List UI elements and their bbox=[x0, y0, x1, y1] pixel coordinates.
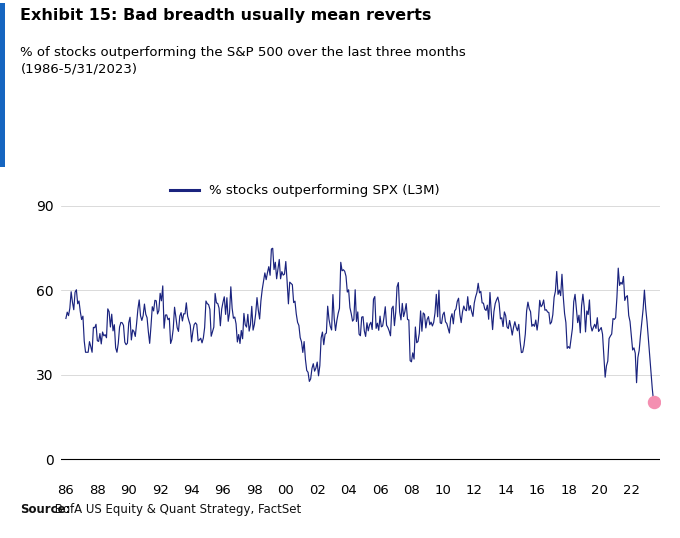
Text: Exhibit 15: Bad breadth usually mean reverts: Exhibit 15: Bad breadth usually mean rev… bbox=[20, 8, 432, 23]
Text: Source:: Source: bbox=[20, 504, 71, 516]
Point bbox=[648, 397, 659, 406]
Text: % of stocks outperforming the S&P 500 over the last three months
(1986-5/31/2023: % of stocks outperforming the S&P 500 ov… bbox=[20, 46, 466, 76]
Text: BofA US Equity & Quant Strategy, FactSet: BofA US Equity & Quant Strategy, FactSet bbox=[51, 504, 301, 516]
Legend: % stocks outperforming SPX (L3M): % stocks outperforming SPX (L3M) bbox=[169, 184, 440, 197]
